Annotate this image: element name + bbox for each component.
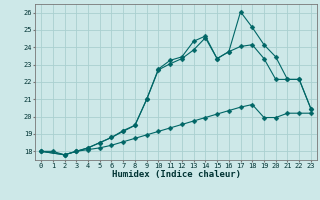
- X-axis label: Humidex (Indice chaleur): Humidex (Indice chaleur): [111, 170, 241, 179]
